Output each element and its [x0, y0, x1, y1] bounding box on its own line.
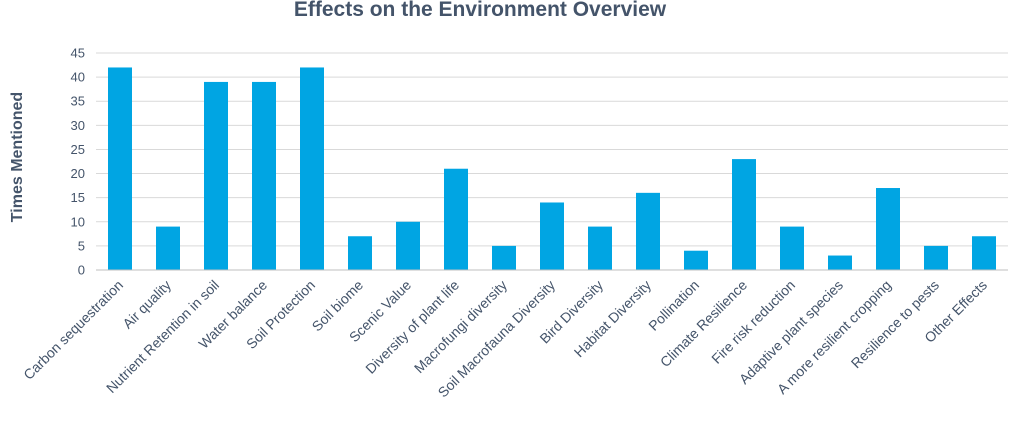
bar [156, 226, 180, 270]
y-tick-label: 30 [71, 118, 85, 133]
x-tick-label: Carbon sequestration [20, 277, 126, 383]
x-tick-label: Macrofungi diversity [411, 277, 510, 376]
y-tick-label: 25 [71, 142, 85, 157]
bar [444, 168, 468, 270]
bar [876, 188, 900, 270]
x-tick-label: Fire risk reduction [708, 277, 798, 367]
y-tick-label: 35 [71, 94, 85, 109]
x-tick-label: Diversity of plant life [362, 277, 462, 377]
bar [636, 192, 660, 270]
bar [252, 81, 276, 270]
bar [780, 226, 804, 270]
y-axis-label: Times Mentioned [9, 92, 26, 222]
bar [348, 236, 372, 270]
x-tick-label: Climate Resilience [657, 277, 750, 370]
bar [588, 226, 612, 270]
y-tick-label: 0 [78, 263, 85, 278]
bar [492, 245, 516, 270]
bar [732, 159, 756, 270]
bar [828, 255, 852, 270]
bar [684, 250, 708, 270]
y-axis-ticks: 0 5 10 15 20 25 30 35 40 45 [71, 46, 85, 278]
y-tick-label: 15 [71, 190, 85, 205]
bar [204, 81, 228, 270]
bar [924, 245, 948, 270]
gridlines [96, 52, 1008, 247]
bar [108, 67, 132, 270]
y-tick-label: 45 [71, 46, 85, 61]
chart-title: Effects on the Environment Overview [294, 0, 667, 21]
bar [540, 202, 564, 270]
x-tick-label: Resilience to pests [848, 277, 942, 371]
y-tick-label: 20 [71, 166, 85, 181]
bar [396, 221, 420, 270]
y-tick-label: 40 [71, 70, 85, 85]
bar [300, 67, 324, 270]
y-tick-label: 10 [71, 214, 85, 229]
bar [972, 236, 996, 270]
bars [108, 67, 996, 270]
y-tick-label: 5 [78, 238, 85, 253]
